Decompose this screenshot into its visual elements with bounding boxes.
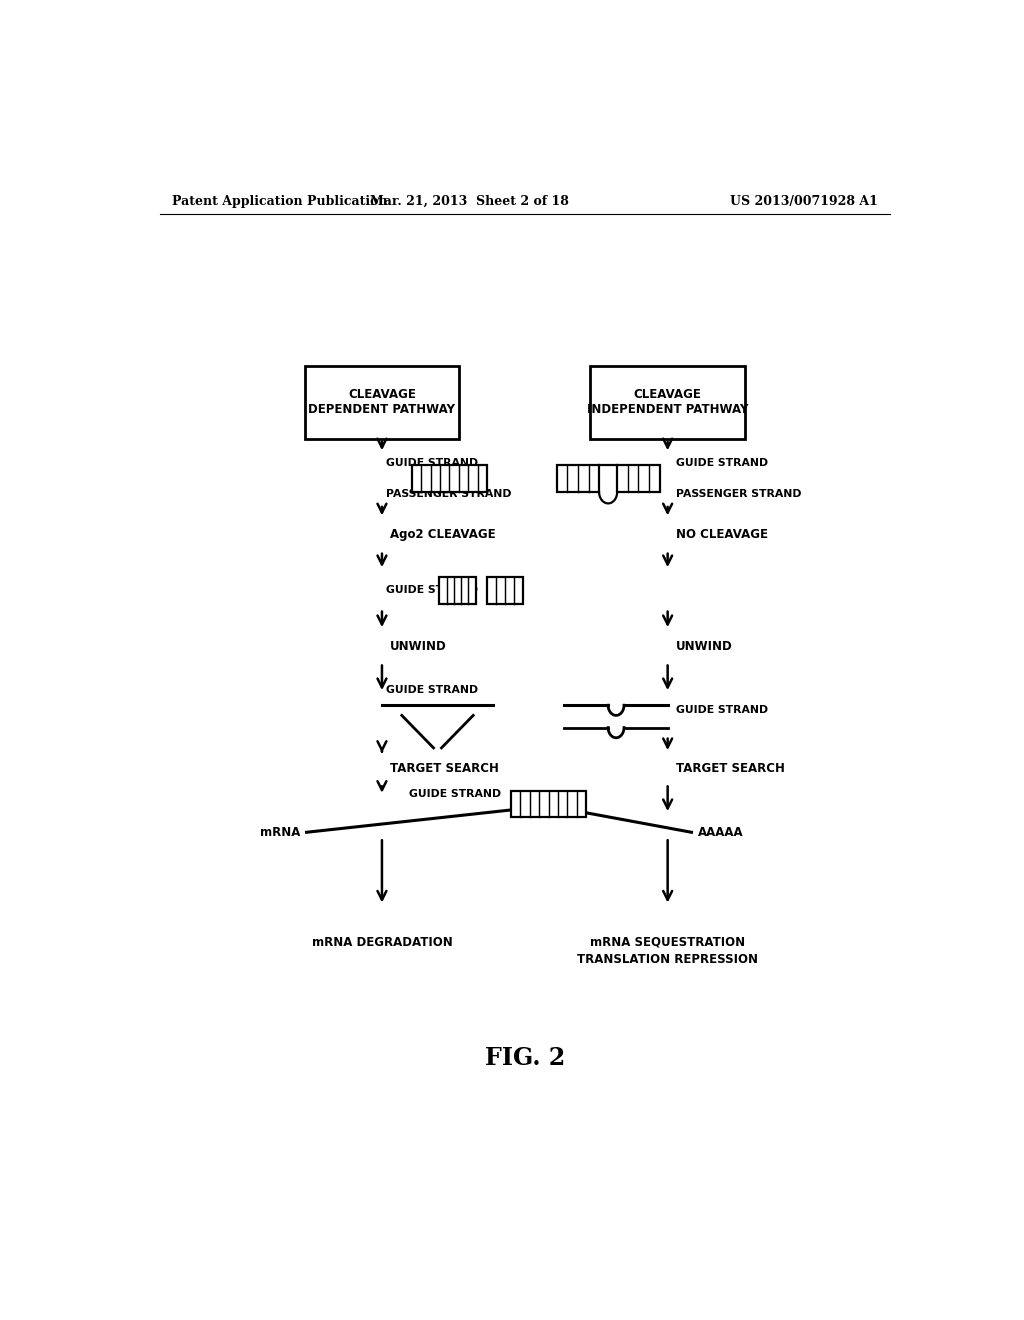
Text: TARGET SEARCH: TARGET SEARCH [676,762,784,775]
Text: PASSENGER STRAND: PASSENGER STRAND [386,488,511,499]
Text: PASSENGER STRAND: PASSENGER STRAND [676,488,801,499]
Bar [439,577,475,603]
Text: TARGET SEARCH: TARGET SEARCH [390,762,499,775]
Text: Patent Application Publication: Patent Application Publication [172,194,387,207]
Text: CLEAVAGE
INDEPENDENT PATHWAY: CLEAVAGE INDEPENDENT PATHWAY [587,388,749,416]
Text: GUIDE STRAND: GUIDE STRAND [386,458,478,469]
Text: NO CLEAVAGE: NO CLEAVAGE [676,528,768,541]
Text: mRNA: mRNA [260,826,300,838]
Bar [304,366,460,440]
Bar [486,577,523,603]
Bar [511,791,587,817]
Text: CLEAVAGE
DEPENDENT PATHWAY: CLEAVAGE DEPENDENT PATHWAY [308,388,456,416]
Text: FIG. 2: FIG. 2 [484,1045,565,1071]
Text: US 2013/0071928 A1: US 2013/0071928 A1 [730,194,878,207]
Text: GUIDE STRAND: GUIDE STRAND [409,788,501,799]
Bar [412,466,487,492]
Text: Ago2 CLEAVAGE: Ago2 CLEAVAGE [390,528,496,541]
Text: UNWIND: UNWIND [390,640,446,653]
Text: GUIDE STRAND: GUIDE STRAND [676,458,768,469]
Text: AAAAA: AAAAA [697,826,743,838]
Bar [616,466,659,492]
Text: GUIDE STRAND: GUIDE STRAND [386,585,478,595]
Text: Mar. 21, 2013  Sheet 2 of 18: Mar. 21, 2013 Sheet 2 of 18 [370,194,568,207]
Text: UNWIND: UNWIND [676,640,732,653]
Bar [557,466,599,492]
Bar [590,366,745,440]
Text: GUIDE STRAND: GUIDE STRAND [676,705,768,715]
Text: mRNA SEQUESTRATION
TRANSLATION REPRESSION: mRNA SEQUESTRATION TRANSLATION REPRESSIO… [578,936,758,966]
Text: mRNA DEGRADATION: mRNA DEGRADATION [311,936,453,949]
Text: GUIDE STRAND: GUIDE STRAND [386,685,478,696]
